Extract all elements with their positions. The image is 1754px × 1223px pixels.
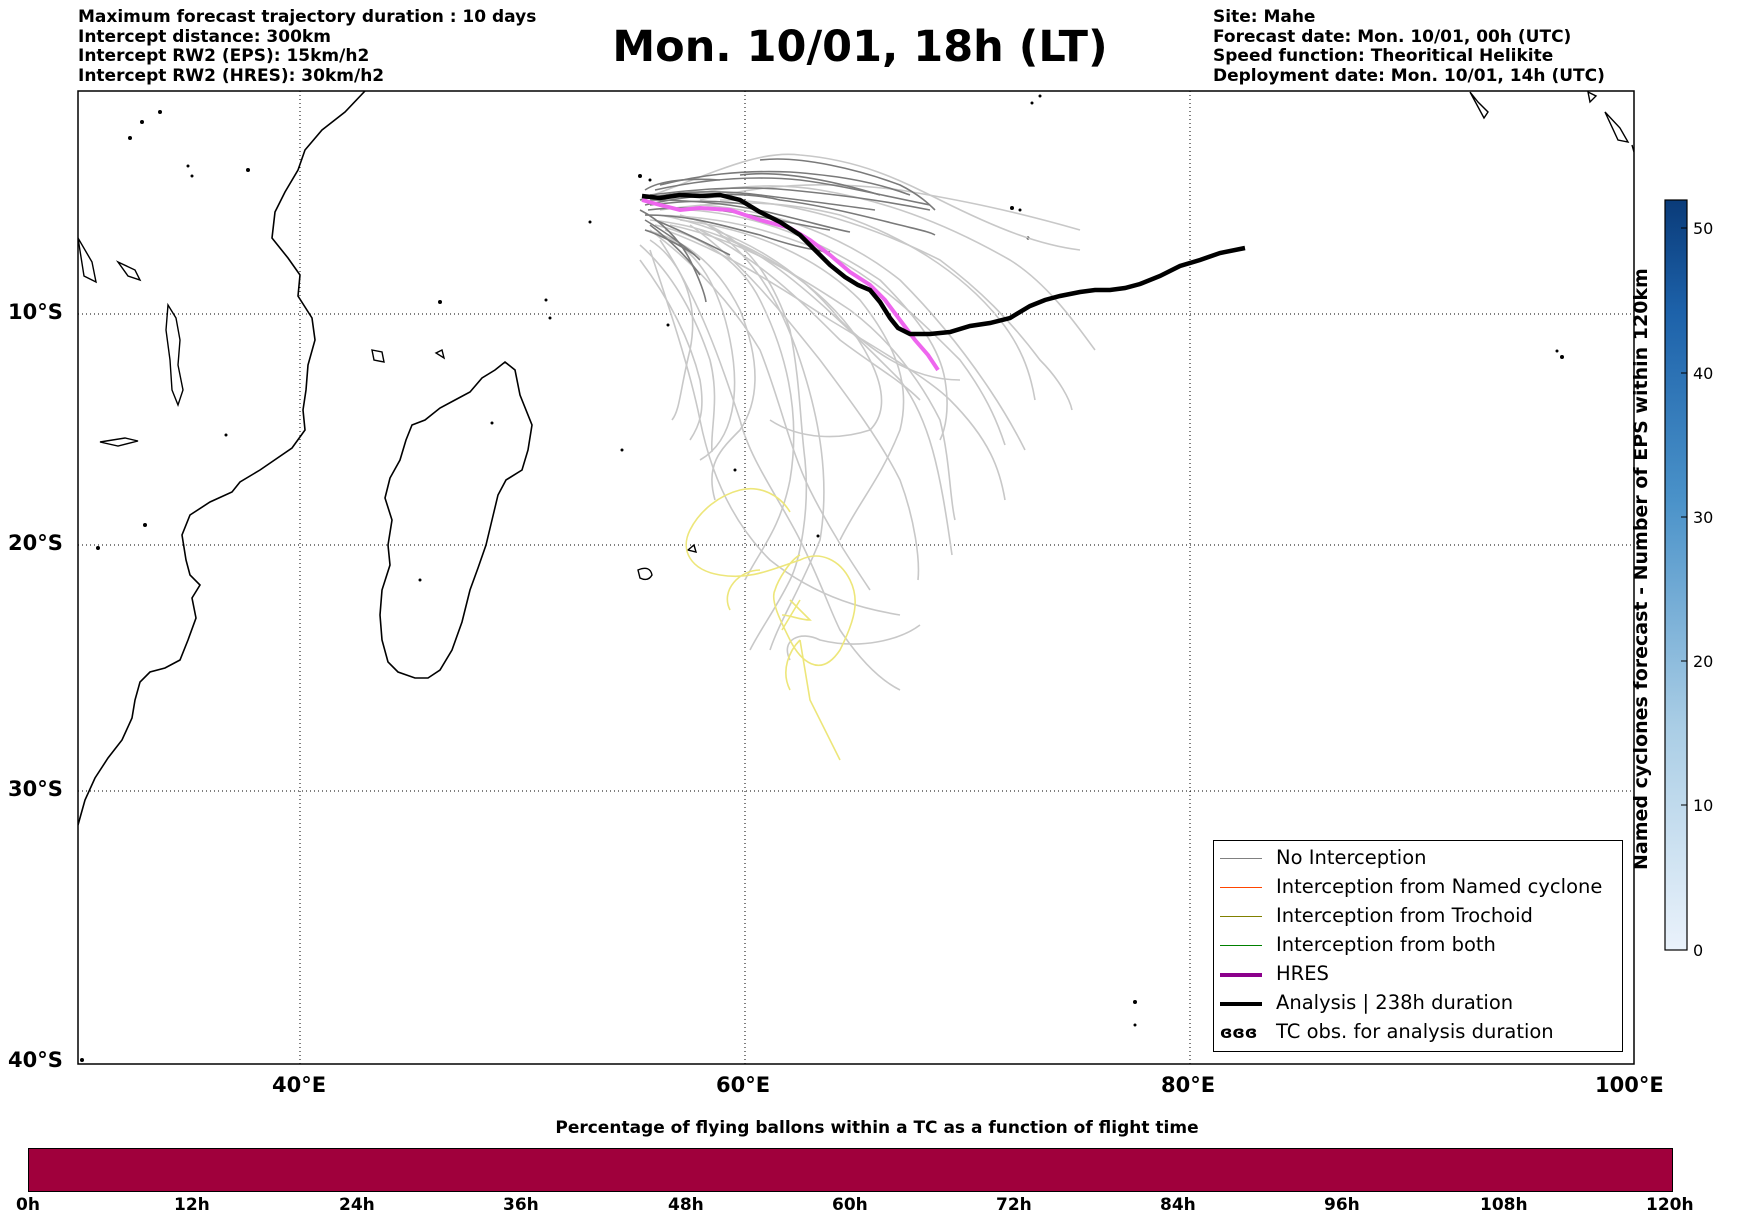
colorbar-tick-label: 20	[1693, 652, 1714, 671]
legend-item-hres: HRES	[1220, 960, 1329, 988]
colorbar-tick-marks	[1681, 227, 1687, 951]
legend-swatch	[1220, 1001, 1262, 1006]
flight-bar-tick: 72h	[996, 1195, 1032, 1215]
legend-swatch	[1220, 887, 1262, 888]
settings-line: Maximum forecast trajectory duration : 1…	[78, 7, 537, 27]
legend-swatch	[1220, 916, 1262, 917]
lon-tick-60e: 60°E	[716, 1073, 771, 1097]
flight-bar-title: Percentage of flying ballons within a TC…	[555, 1118, 1199, 1138]
africa-coastline	[78, 91, 366, 826]
madagascar-coastline	[379, 360, 533, 679]
colorbar-tick-label: 50	[1693, 219, 1714, 238]
flight-bar-tick: 0h	[16, 1195, 40, 1215]
forecast-date-line: Forecast date: Mon. 10/01, 00h (UTC)	[1213, 26, 1572, 47]
tc-obs-symbol-icon: ɞɞɞ	[1220, 1022, 1258, 1043]
flight-bar-tick: 108h	[1480, 1195, 1528, 1215]
graticule	[78, 91, 1634, 1064]
flight-percentage-bar	[28, 1148, 1673, 1192]
colorbar-tick-label: 40	[1693, 364, 1714, 383]
flight-bar-tick: 48h	[668, 1195, 704, 1215]
speed-function-line: Speed function: Theoritical Helikite	[1213, 46, 1554, 66]
eps-tracks-dark	[639, 158, 936, 303]
settings-line: Intercept distance: 300km	[78, 26, 331, 47]
lon-tick-40e: 40°E	[272, 1073, 327, 1097]
cyclone-colorbar	[1664, 199, 1688, 951]
flight-bar-tick: 96h	[1324, 1195, 1360, 1215]
lon-tick-80e: 80°E	[1161, 1073, 1216, 1097]
eps-tracks-light	[639, 153, 1096, 691]
legend-item-named-cyclone: Interception from Named cyclone	[1220, 873, 1602, 901]
flight-bar-tick: 12h	[174, 1195, 210, 1215]
forecast-settings: Maximum forecast trajectory duration : 1…	[78, 7, 537, 86]
colorbar-tick-label: 0	[1693, 941, 1704, 960]
lat-tick-10s: 10°S	[8, 300, 63, 324]
legend-swatch	[1220, 858, 1262, 859]
analysis-track	[641, 192, 1246, 337]
legend-item-tc-obs: ɞɞɞ TC obs. for analysis duration	[1220, 1018, 1554, 1046]
deployment-date-line: Deployment date: Mon. 10/01, 14h (UTC)	[1213, 65, 1605, 86]
legend-swatch	[1220, 972, 1262, 977]
colorbar-title: Named cyclones forecast - Number of EPS …	[1630, 268, 1652, 870]
island-dots	[80, 94, 1564, 1062]
colorbar-tick-label: 10	[1693, 796, 1714, 815]
yellow-track	[685, 488, 856, 761]
settings-line: Intercept RW2 (HRES): 30km/h2	[78, 65, 385, 86]
legend-item-trochoid: Interception from Trochoid	[1220, 902, 1533, 930]
flight-bar-tick: 120h	[1646, 1195, 1694, 1215]
site-info: Site: Mahe Forecast date: Mon. 10/01, 00…	[1213, 7, 1605, 86]
map-legend: No Interception Interception from Named …	[1213, 840, 1623, 1052]
lat-tick-20s: 20°S	[8, 531, 63, 555]
small-islands	[78, 91, 1634, 581]
legend-item-no-interception: No Interception	[1220, 844, 1427, 872]
legend-item-both: Interception from both	[1220, 931, 1496, 959]
colorbar-tick-label: 30	[1693, 508, 1714, 527]
map-title: Mon. 10/01, 18h (LT)	[612, 22, 1108, 72]
flight-bar-tick: 60h	[832, 1195, 868, 1215]
flight-bar-tick: 84h	[1160, 1195, 1196, 1215]
flight-bar-tick: 36h	[503, 1195, 539, 1215]
flight-bar-tick: 24h	[339, 1195, 375, 1215]
settings-line: Intercept RW2 (EPS): 15km/h2	[78, 46, 370, 66]
site-line: Site: Mahe	[1213, 7, 1316, 27]
legend-item-analysis: Analysis | 238h duration	[1220, 989, 1513, 1017]
legend-swatch	[1220, 945, 1262, 946]
lat-tick-40s: 40°S	[8, 1048, 63, 1072]
hres-track	[641, 198, 940, 372]
lon-tick-100e: 100°E	[1595, 1073, 1664, 1097]
lat-tick-30s: 30°S	[8, 777, 63, 801]
